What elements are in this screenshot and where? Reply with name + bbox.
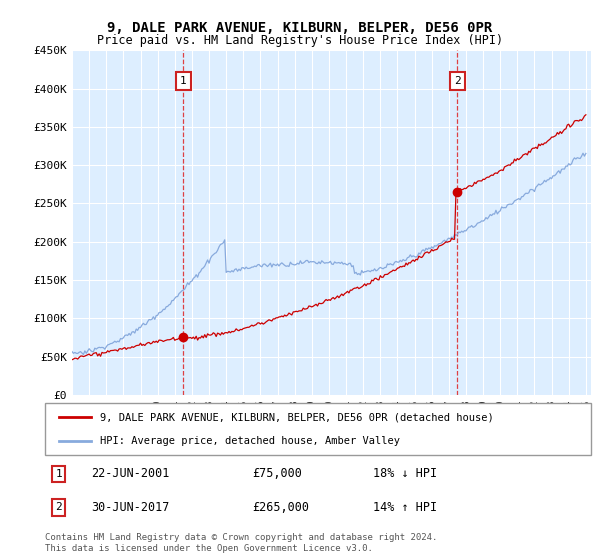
Text: 18% ↓ HPI: 18% ↓ HPI xyxy=(373,468,437,480)
FancyBboxPatch shape xyxy=(45,403,591,455)
Text: 2: 2 xyxy=(454,76,461,86)
Text: 30-JUN-2017: 30-JUN-2017 xyxy=(91,501,170,514)
Text: HPI: Average price, detached house, Amber Valley: HPI: Average price, detached house, Ambe… xyxy=(100,436,400,446)
Text: 9, DALE PARK AVENUE, KILBURN, BELPER, DE56 0PR: 9, DALE PARK AVENUE, KILBURN, BELPER, DE… xyxy=(107,21,493,35)
Text: Contains HM Land Registry data © Crown copyright and database right 2024.
This d: Contains HM Land Registry data © Crown c… xyxy=(45,533,437,553)
Text: 14% ↑ HPI: 14% ↑ HPI xyxy=(373,501,437,514)
Text: Price paid vs. HM Land Registry's House Price Index (HPI): Price paid vs. HM Land Registry's House … xyxy=(97,34,503,46)
Text: 1: 1 xyxy=(55,469,62,479)
Text: 2: 2 xyxy=(55,502,62,512)
Text: £75,000: £75,000 xyxy=(253,468,302,480)
Text: 1: 1 xyxy=(180,76,187,86)
Text: 9, DALE PARK AVENUE, KILBURN, BELPER, DE56 0PR (detached house): 9, DALE PARK AVENUE, KILBURN, BELPER, DE… xyxy=(100,412,493,422)
Text: £265,000: £265,000 xyxy=(253,501,310,514)
Text: 22-JUN-2001: 22-JUN-2001 xyxy=(91,468,170,480)
